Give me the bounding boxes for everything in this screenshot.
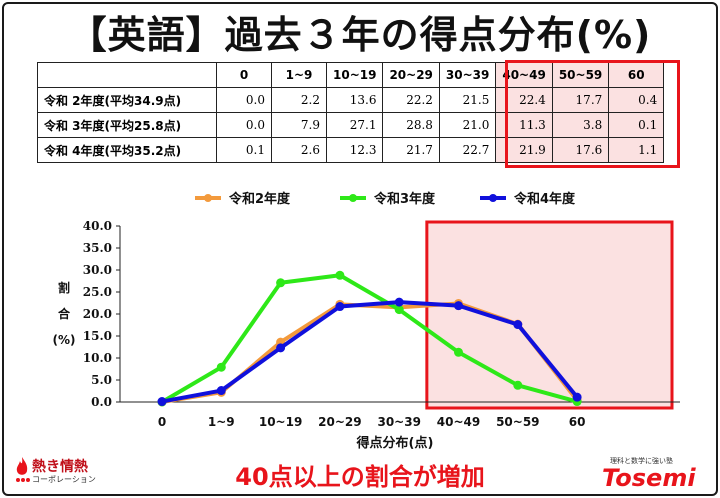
table-cell: 22.4 <box>495 87 553 113</box>
data-point <box>216 386 226 396</box>
data-point <box>572 392 582 402</box>
table-cell: 0.0 <box>216 112 272 138</box>
y-tick-label: 5.0 <box>91 373 112 387</box>
table-cell: 22.2 <box>382 87 440 113</box>
data-point <box>216 362 226 372</box>
x-tick-label: 20~29 <box>318 415 361 429</box>
x-tick-label: 0 <box>158 415 166 429</box>
table-cell: 11.3 <box>495 112 553 138</box>
table-header-cell: 10~19 <box>325 62 384 88</box>
x-tick-label: 30~39 <box>377 415 420 429</box>
line-chart: 令和2年度 令和3年度 令和4年度 0.0 5.0 10.0 15.0 20.0 25.0 30.… <box>53 191 680 451</box>
score-table: 0 1~9 10~19 20~29 30~39 40~49 50~59 60 令… <box>37 62 665 163</box>
table-header-cell: 30~39 <box>438 62 497 88</box>
x-tick-label: 10~19 <box>259 415 302 429</box>
table-cell: 17.6 <box>551 137 610 163</box>
table-header-cell: 20~29 <box>382 62 440 88</box>
row-label: 令和 2年度(平均34.9点) <box>37 87 217 113</box>
data-point <box>394 297 404 307</box>
table-header-cell: 0 <box>216 62 272 88</box>
data-point <box>276 278 286 288</box>
table-cell: 0.4 <box>608 87 665 113</box>
table-cell: 0.1 <box>608 112 665 138</box>
footer-note: 40点以上の割合が増加 <box>235 463 485 491</box>
legend-marker <box>489 194 497 202</box>
table-cell: 1.1 <box>608 137 665 163</box>
y-tick-label: 0.0 <box>91 395 112 409</box>
y-axis-label: (%) <box>53 333 76 347</box>
y-tick-label: 25.0 <box>83 285 112 299</box>
logo-left-name: 熱き情熱 <box>32 459 88 475</box>
table-header-cell: 60 <box>608 62 665 88</box>
series-line <box>160 273 578 404</box>
table-cell: 21.7 <box>382 137 440 163</box>
y-tick-label: 10.0 <box>83 351 112 365</box>
flame-icon <box>16 457 30 482</box>
row-label: 令和 3年度(平均25.8点) <box>37 112 217 138</box>
data-point <box>454 347 463 357</box>
data-point <box>157 397 167 407</box>
legend-label: 令和4年度 <box>514 191 576 207</box>
data-point <box>335 302 345 312</box>
data-point <box>276 343 286 353</box>
x-axis-label: 得点分布(点) <box>356 435 434 451</box>
x-tick-label: 40~49 <box>437 415 480 429</box>
data-point <box>513 320 523 330</box>
table-cell: 2.2 <box>271 87 327 113</box>
data-point <box>394 305 404 315</box>
table-cell: 28.8 <box>382 112 440 138</box>
y-axis-label: 合 <box>58 306 71 321</box>
y-tick-label: 20.0 <box>83 307 112 321</box>
page-title: 【英語】過去３年の得点分布(%) <box>68 13 652 57</box>
legend-label: 令和2年度 <box>229 191 291 207</box>
table-cell: 7.9 <box>271 112 327 138</box>
table-cell: 21.5 <box>438 87 497 113</box>
legend-label: 令和3年度 <box>374 191 436 207</box>
y-tick-label: 15.0 <box>83 329 112 343</box>
x-tick-label: 60 <box>569 415 586 429</box>
table-cell: 13.6 <box>325 87 384 113</box>
table-row: 令和 2年度(平均34.9点) 0.0 2.2 13.6 22.2 21.5 2… <box>37 87 665 113</box>
table-corner-cell <box>37 62 217 88</box>
table-cell: 21.0 <box>438 112 497 138</box>
table-cell: 2.6 <box>271 137 327 163</box>
x-tick-label: 1~9 <box>208 415 235 429</box>
table-header-cell: 40~49 <box>495 62 553 88</box>
x-tick-label: 50~59 <box>496 415 539 429</box>
y-tick-label: 30.0 <box>83 263 112 277</box>
logo-right-name: Tosemi <box>602 464 696 492</box>
highlight-region <box>425 220 674 410</box>
table-header-cell: 1~9 <box>271 62 327 88</box>
row-label: 令和 4年度(平均35.2点) <box>37 137 217 163</box>
data-point <box>513 380 523 390</box>
logo-right-sub: 理科と数学に強い塾 <box>610 457 673 465</box>
legend-marker <box>204 194 212 202</box>
table-cell: 0.1 <box>216 137 272 163</box>
y-axis-label: 割 <box>58 280 70 295</box>
data-point <box>335 270 345 280</box>
logo-left-sub: コーポレーション <box>32 475 96 484</box>
table-row: 令和 4年度(平均35.2点) 0.1 2.6 12.3 21.7 22.7 2… <box>37 137 665 163</box>
data-point <box>454 301 463 311</box>
table-cell: 3.8 <box>551 112 610 138</box>
table-header-row: 0 1~9 10~19 20~29 30~39 40~49 50~59 60 <box>37 62 665 88</box>
table-cell: 22.7 <box>438 137 497 163</box>
table-cell: 17.7 <box>551 87 610 113</box>
table-cell: 12.3 <box>325 137 384 163</box>
table-header-cell: 50~59 <box>551 62 610 88</box>
table-cell: 0.0 <box>216 87 272 113</box>
table-cell: 27.1 <box>325 112 384 138</box>
legend-marker <box>349 194 357 202</box>
table-row: 令和 3年度(平均25.8点) 0.0 7.9 27.1 28.8 21.0 1… <box>37 112 665 138</box>
y-tick-label: 35.0 <box>83 241 112 255</box>
corporate-logo-right: 理科と数学に強い塾 Tosemi <box>600 456 710 492</box>
table-cell: 21.9 <box>495 137 553 163</box>
corporate-logo-left: 熱き情熱 コーポレーション <box>14 456 96 488</box>
series-line <box>161 300 579 404</box>
y-tick-label: 40.0 <box>83 219 112 233</box>
